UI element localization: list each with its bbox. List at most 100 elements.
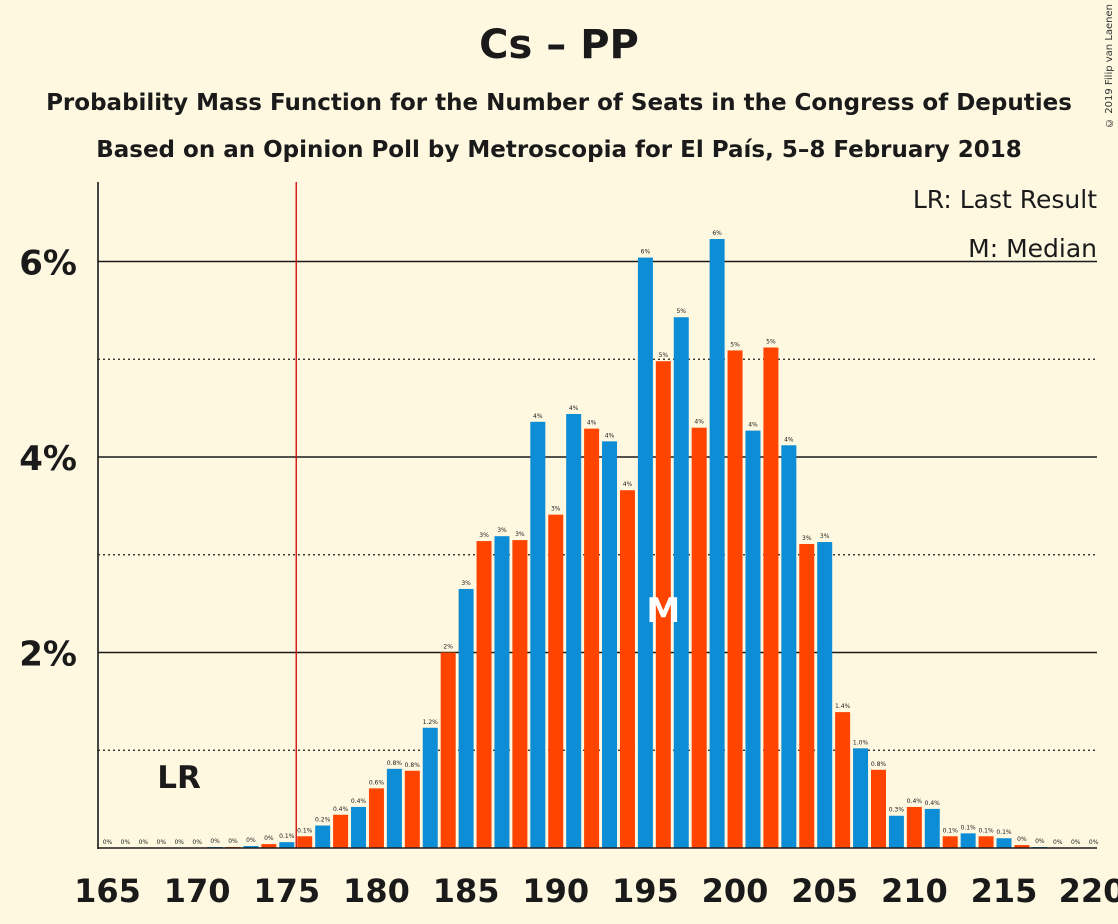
bar-value-label: 0%	[103, 839, 113, 846]
median-marker: M	[646, 591, 680, 631]
bar-value-label: 0.8%	[387, 760, 403, 767]
bar-value-label: 4%	[587, 420, 597, 427]
bar-seat-175	[279, 842, 295, 848]
bar-seat-208	[870, 769, 886, 848]
bar-value-labels: 0% 0% 0% 0% 0% 0% 0% 0% 0% 0% 0.1%0.1%0.2%0.4%0.4%…	[103, 230, 1099, 846]
bar-seat-190	[548, 514, 564, 848]
bar-value-label: 0.1%	[996, 829, 1012, 836]
bar-value-label: 0%	[192, 839, 202, 846]
bar-seat-184	[440, 652, 456, 848]
bar-value-label: 3%	[551, 506, 561, 513]
bar-value-label: 3%	[479, 532, 489, 539]
x-tick-label: 180	[343, 872, 410, 910]
bar-value-label: 0.4%	[351, 798, 367, 805]
chart-title: Cs – PP	[479, 22, 639, 68]
bar-seat-187	[494, 536, 510, 848]
bar-seat-213	[960, 833, 976, 848]
bar-seat-177	[315, 825, 331, 848]
bar-value-label: 0%	[1089, 839, 1099, 846]
bar-value-label: 4%	[605, 432, 615, 439]
bar-value-label: 4%	[784, 436, 794, 443]
bar-seat-215	[996, 838, 1012, 848]
x-tick-label: 200	[702, 872, 769, 910]
bar-seat-206	[835, 712, 851, 848]
bar-value-label: 0%	[139, 839, 149, 846]
bar-value-label: 0%	[264, 835, 274, 842]
bar-seat-186	[476, 541, 492, 848]
bar-seat-199	[709, 239, 725, 848]
bar-value-label: 5%	[730, 341, 740, 348]
bar-value-label: 4%	[694, 419, 704, 426]
bar-value-label: 6%	[712, 230, 722, 237]
bar-seat-189	[530, 421, 546, 848]
bar-seat-193	[602, 441, 618, 848]
axes: 2% 4% 6% LR M 165 170 175 180 185 190 195 200 205 210 2…	[19, 182, 1118, 910]
bar-seat-211	[924, 808, 940, 848]
bar-value-label: 0.1%	[297, 827, 313, 834]
bar-seat-181	[386, 768, 402, 848]
bar-value-label: 0%	[1035, 838, 1045, 845]
bar-value-label: 4%	[533, 413, 543, 420]
bar-seat-195	[637, 257, 653, 849]
x-tick-label: 170	[164, 872, 231, 910]
bar-seat-207	[853, 748, 869, 848]
bar-value-label: 0%	[157, 839, 167, 846]
bar-value-label: 5%	[659, 352, 669, 359]
bar-value-label: 0%	[174, 839, 184, 846]
bar-seat-194	[619, 490, 635, 848]
bar-seat-201	[745, 430, 761, 848]
bar-value-label: 0.8%	[405, 762, 421, 769]
bar-value-label: 0%	[1071, 839, 1081, 846]
bar-seat-210	[906, 806, 922, 848]
last-result-label: LR	[157, 760, 201, 796]
x-tick-label: 185	[433, 872, 500, 910]
y-tick-label: 2%	[19, 635, 77, 675]
bar-value-label: 0.3%	[889, 807, 905, 814]
bar-seat-212	[942, 836, 958, 848]
chart-subtitle-2: Based on an Opinion Poll by Metroscopia …	[96, 137, 1022, 163]
bar-seat-192	[584, 428, 600, 848]
legend-last-result: LR: Last Result	[913, 185, 1097, 214]
bar-value-label: 0.4%	[925, 800, 941, 807]
bar-value-label: 3%	[802, 535, 812, 542]
grid-lines	[98, 260, 1097, 751]
x-tick-label: 165	[74, 872, 141, 910]
bar-seat-179	[351, 806, 367, 848]
bar-seat-174	[261, 844, 277, 848]
bar-value-label: 5%	[766, 339, 776, 346]
bar-seat-178	[333, 814, 349, 848]
x-tick-label: 215	[971, 872, 1038, 910]
bar-seat-209	[888, 815, 904, 848]
bar-value-label: 0%	[121, 839, 131, 846]
chart-subtitle: Probability Mass Function for the Number…	[46, 90, 1072, 116]
legend-median: M: Median	[968, 234, 1097, 263]
bar-value-label: 3%	[497, 527, 507, 534]
bar-seat-214	[978, 836, 994, 848]
bar-seat-204	[799, 543, 815, 848]
bars	[207, 239, 1048, 849]
bar-value-label: 0.1%	[978, 827, 994, 834]
bar-value-label: 0.8%	[871, 761, 887, 768]
bar-value-label: 3%	[820, 533, 830, 540]
bar-value-label: 0%	[210, 838, 220, 845]
x-tick-label: 205	[791, 872, 858, 910]
bar-seat-196	[655, 361, 671, 848]
bar-value-label: 0%	[1017, 836, 1027, 843]
x-tick-label: 220	[1059, 872, 1118, 910]
bar-seat-188	[512, 540, 528, 848]
bar-value-label: 4%	[748, 422, 758, 429]
x-tick-label: 175	[253, 872, 320, 910]
bar-seat-197	[673, 317, 689, 848]
x-tick-label: 195	[612, 872, 679, 910]
bar-seat-205	[817, 542, 833, 848]
bar-value-label: 1.0%	[853, 739, 869, 746]
bar-value-label: 0.6%	[369, 779, 385, 786]
bar-value-label: 0.2%	[315, 817, 331, 824]
bar-value-label: 0.4%	[907, 798, 923, 805]
bar-value-label: 0%	[228, 838, 238, 845]
bar-seat-173	[243, 846, 259, 848]
bar-seat-191	[566, 413, 582, 848]
bar-value-label: 1.4%	[835, 703, 851, 710]
bar-value-label: 0.1%	[279, 833, 295, 840]
